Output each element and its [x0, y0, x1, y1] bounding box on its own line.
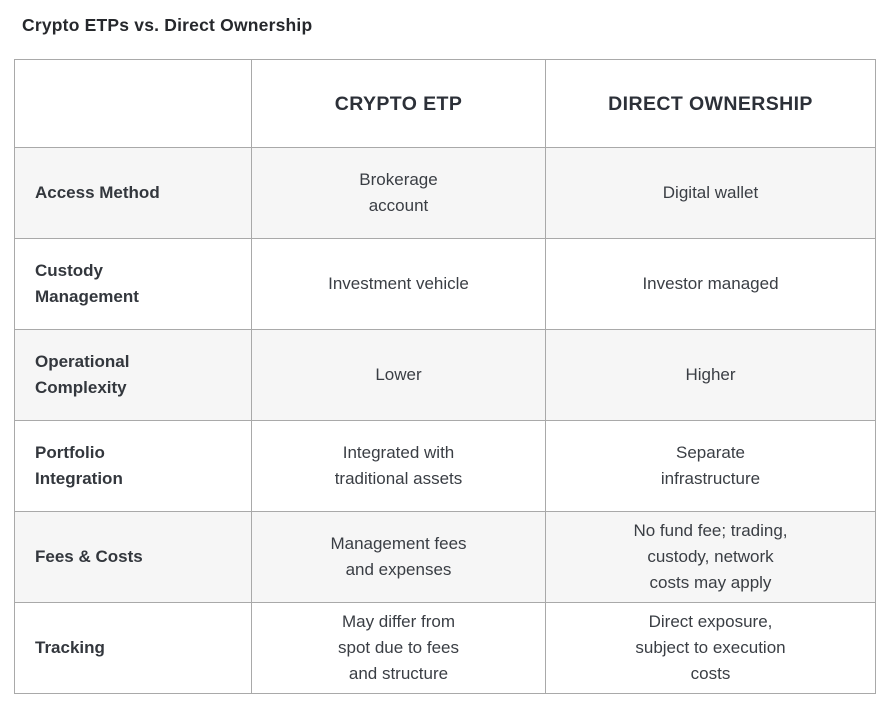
etp-cell: Investment vehicle [251, 238, 546, 330]
direct-cell: Higher [545, 329, 876, 421]
row-label: Portfolio Integration [14, 420, 252, 512]
etp-cell: Management fees and expenses [251, 511, 546, 603]
table-header: CRYPTO ETP DIRECT OWNERSHIP [14, 59, 876, 148]
row-label: Fees & Costs [14, 511, 252, 603]
table-row-access-method: Access Method Brokerage account Digital … [14, 147, 876, 239]
row-label: Custody Management [14, 238, 252, 330]
etp-cell: May differ from spot due to fees and str… [251, 602, 546, 694]
etp-cell: Integrated with traditional assets [251, 420, 546, 512]
direct-cell: Separate infrastructure [545, 420, 876, 512]
etp-cell: Lower [251, 329, 546, 421]
etp-cell: Brokerage account [251, 147, 546, 239]
header-row: CRYPTO ETP DIRECT OWNERSHIP [14, 59, 876, 148]
direct-cell: Direct exposure, subject to execution co… [545, 602, 876, 694]
table-body: Access Method Brokerage account Digital … [14, 147, 876, 694]
header-cell-crypto-etp: CRYPTO ETP [251, 59, 546, 148]
direct-cell: Investor managed [545, 238, 876, 330]
table-row-tracking: Tracking May differ from spot due to fee… [14, 602, 876, 694]
direct-cell: Digital wallet [545, 147, 876, 239]
row-label: Access Method [14, 147, 252, 239]
table-row-portfolio-integration: Portfolio Integration Integrated with tr… [14, 420, 876, 512]
row-label: Operational Complexity [14, 329, 252, 421]
comparison-table: CRYPTO ETP DIRECT OWNERSHIP Access Metho… [14, 59, 876, 694]
table-row-operational-complexity: Operational Complexity Lower Higher [14, 329, 876, 421]
header-cell-direct-ownership: DIRECT OWNERSHIP [545, 59, 876, 148]
direct-cell: No fund fee; trading, custody, network c… [545, 511, 876, 603]
page-title: Crypto ETPs vs. Direct Ownership [22, 15, 313, 35]
header-cell-blank [14, 59, 252, 148]
table-row-custody-management: Custody Management Investment vehicle In… [14, 238, 876, 330]
page: Crypto ETPs vs. Direct Ownership CRYPTO … [14, 15, 876, 694]
table-row-fees-costs: Fees & Costs Management fees and expense… [14, 511, 876, 603]
row-label: Tracking [14, 602, 252, 694]
